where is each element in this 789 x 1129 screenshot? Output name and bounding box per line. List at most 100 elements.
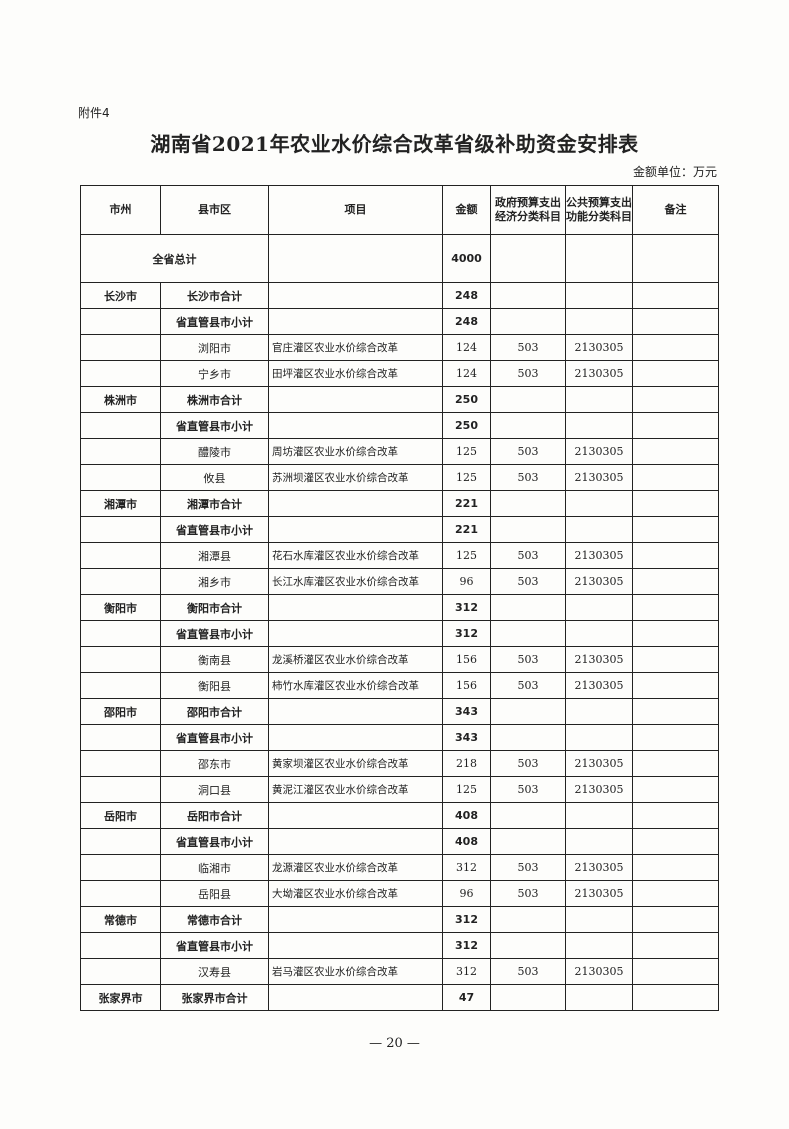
page-title: 湖南省2021年农业水价综合改革省级补助资金安排表 bbox=[150, 132, 639, 156]
county-cell: 攸县 bbox=[160, 464, 269, 491]
amount-cell: 408 bbox=[442, 802, 491, 829]
cell bbox=[632, 234, 719, 283]
project-cell: 官庄灌区农业水价综合改革 bbox=[268, 334, 443, 361]
county-cell: 临湘市 bbox=[160, 854, 269, 881]
amount-cell: 248 bbox=[442, 282, 491, 309]
func-class-cell: 2130305 bbox=[565, 464, 633, 491]
econ-class-cell: 503 bbox=[490, 464, 566, 491]
table-row-item: 宁乡市 田坪灌区农业水价综合改革 124 503 2130305 bbox=[80, 360, 719, 387]
county-cell: 湘潭市合计 bbox=[160, 490, 269, 517]
city-cell bbox=[80, 854, 161, 881]
city-cell bbox=[80, 308, 161, 335]
project-cell bbox=[268, 386, 443, 413]
header-econ-class: 政府预算支出经济分类科目 bbox=[490, 185, 566, 235]
remarks-cell bbox=[632, 464, 719, 491]
table-row-sub: 省直管县市小计 312 bbox=[80, 932, 719, 959]
project-cell bbox=[268, 802, 443, 829]
city-cell: 邵阳市 bbox=[80, 698, 161, 725]
econ-class-cell bbox=[490, 516, 566, 543]
econ-class-cell: 503 bbox=[490, 438, 566, 465]
county-cell: 洞口县 bbox=[160, 776, 269, 803]
project-cell bbox=[268, 594, 443, 621]
remarks-cell bbox=[632, 880, 719, 907]
city-cell: 长沙市 bbox=[80, 282, 161, 309]
func-class-cell: 2130305 bbox=[565, 776, 633, 803]
header-city: 市州 bbox=[80, 185, 161, 235]
amount-cell: 221 bbox=[442, 516, 491, 543]
grand-total-amount: 4000 bbox=[442, 234, 491, 283]
amount-cell: 343 bbox=[442, 724, 491, 751]
func-class-cell: 2130305 bbox=[565, 880, 633, 907]
func-class-cell bbox=[565, 490, 633, 517]
city-cell bbox=[80, 412, 161, 439]
remarks-cell bbox=[632, 802, 719, 829]
remarks-cell bbox=[632, 282, 719, 309]
remarks-cell bbox=[632, 932, 719, 959]
county-cell: 省直管县市小计 bbox=[160, 620, 269, 647]
table-row-item: 岳阳县 大坳灌区农业水价综合改革 96 503 2130305 bbox=[80, 880, 719, 907]
project-cell bbox=[268, 516, 443, 543]
func-class-cell: 2130305 bbox=[565, 438, 633, 465]
func-class-cell: 2130305 bbox=[565, 646, 633, 673]
amount-cell: 343 bbox=[442, 698, 491, 725]
func-class-cell: 2130305 bbox=[565, 542, 633, 569]
grand-total-label: 全省总计 bbox=[80, 234, 269, 283]
econ-class-cell: 503 bbox=[490, 360, 566, 387]
amount-cell: 156 bbox=[442, 646, 491, 673]
project-cell bbox=[268, 932, 443, 959]
econ-class-cell: 503 bbox=[490, 776, 566, 803]
remarks-cell bbox=[632, 490, 719, 517]
amount-cell: 125 bbox=[442, 776, 491, 803]
project-cell bbox=[268, 698, 443, 725]
project-cell: 花石水库灌区农业水价综合改革 bbox=[268, 542, 443, 569]
econ-class-cell bbox=[490, 984, 566, 1011]
table-row-total: 株洲市 株洲市合计 250 bbox=[80, 386, 719, 413]
county-cell: 省直管县市小计 bbox=[160, 516, 269, 543]
city-cell: 张家界市 bbox=[80, 984, 161, 1011]
county-cell: 省直管县市小计 bbox=[160, 724, 269, 751]
remarks-cell bbox=[632, 594, 719, 621]
city-cell: 岳阳市 bbox=[80, 802, 161, 829]
table-row-total: 岳阳市 岳阳市合计 408 bbox=[80, 802, 719, 829]
econ-class-cell: 503 bbox=[490, 750, 566, 777]
func-class-cell: 2130305 bbox=[565, 672, 633, 699]
func-class-cell bbox=[565, 802, 633, 829]
project-cell bbox=[268, 490, 443, 517]
city-cell bbox=[80, 568, 161, 595]
city-cell bbox=[80, 880, 161, 907]
amount-cell: 47 bbox=[442, 984, 491, 1011]
amount-cell: 408 bbox=[442, 828, 491, 855]
header-county: 县市区 bbox=[160, 185, 269, 235]
city-cell: 常德市 bbox=[80, 906, 161, 933]
table-row-total: 长沙市 长沙市合计 248 bbox=[80, 282, 719, 309]
econ-class-cell: 503 bbox=[490, 880, 566, 907]
table-row-item: 醴陵市 周坊灌区农业水价综合改革 125 503 2130305 bbox=[80, 438, 719, 465]
project-cell: 田坪灌区农业水价综合改革 bbox=[268, 360, 443, 387]
func-class-cell bbox=[565, 412, 633, 439]
city-cell: 衡阳市 bbox=[80, 594, 161, 621]
cell bbox=[565, 234, 633, 283]
city-cell bbox=[80, 724, 161, 751]
remarks-cell bbox=[632, 984, 719, 1011]
county-cell: 长沙市合计 bbox=[160, 282, 269, 309]
func-class-cell: 2130305 bbox=[565, 360, 633, 387]
city-cell bbox=[80, 776, 161, 803]
func-class-cell bbox=[565, 594, 633, 621]
econ-class-cell bbox=[490, 412, 566, 439]
func-class-cell: 2130305 bbox=[565, 958, 633, 985]
remarks-cell bbox=[632, 568, 719, 595]
allocation-table: 市州 县市区 项目 金额 政府预算支出经济分类科目 公共预算支出功能分类科目 备… bbox=[80, 185, 719, 1011]
econ-class-cell bbox=[490, 282, 566, 309]
project-cell bbox=[268, 282, 443, 309]
project-cell bbox=[268, 308, 443, 335]
amount-cell: 218 bbox=[442, 750, 491, 777]
table-row-item: 湘潭县 花石水库灌区农业水价综合改革 125 503 2130305 bbox=[80, 542, 719, 569]
func-class-cell bbox=[565, 516, 633, 543]
city-cell: 湘潭市 bbox=[80, 490, 161, 517]
cell bbox=[268, 234, 443, 283]
county-cell: 汉寿县 bbox=[160, 958, 269, 985]
project-cell: 黄家坝灌区农业水价综合改革 bbox=[268, 750, 443, 777]
county-cell: 衡阳市合计 bbox=[160, 594, 269, 621]
amount-cell: 125 bbox=[442, 438, 491, 465]
county-cell: 省直管县市小计 bbox=[160, 932, 269, 959]
